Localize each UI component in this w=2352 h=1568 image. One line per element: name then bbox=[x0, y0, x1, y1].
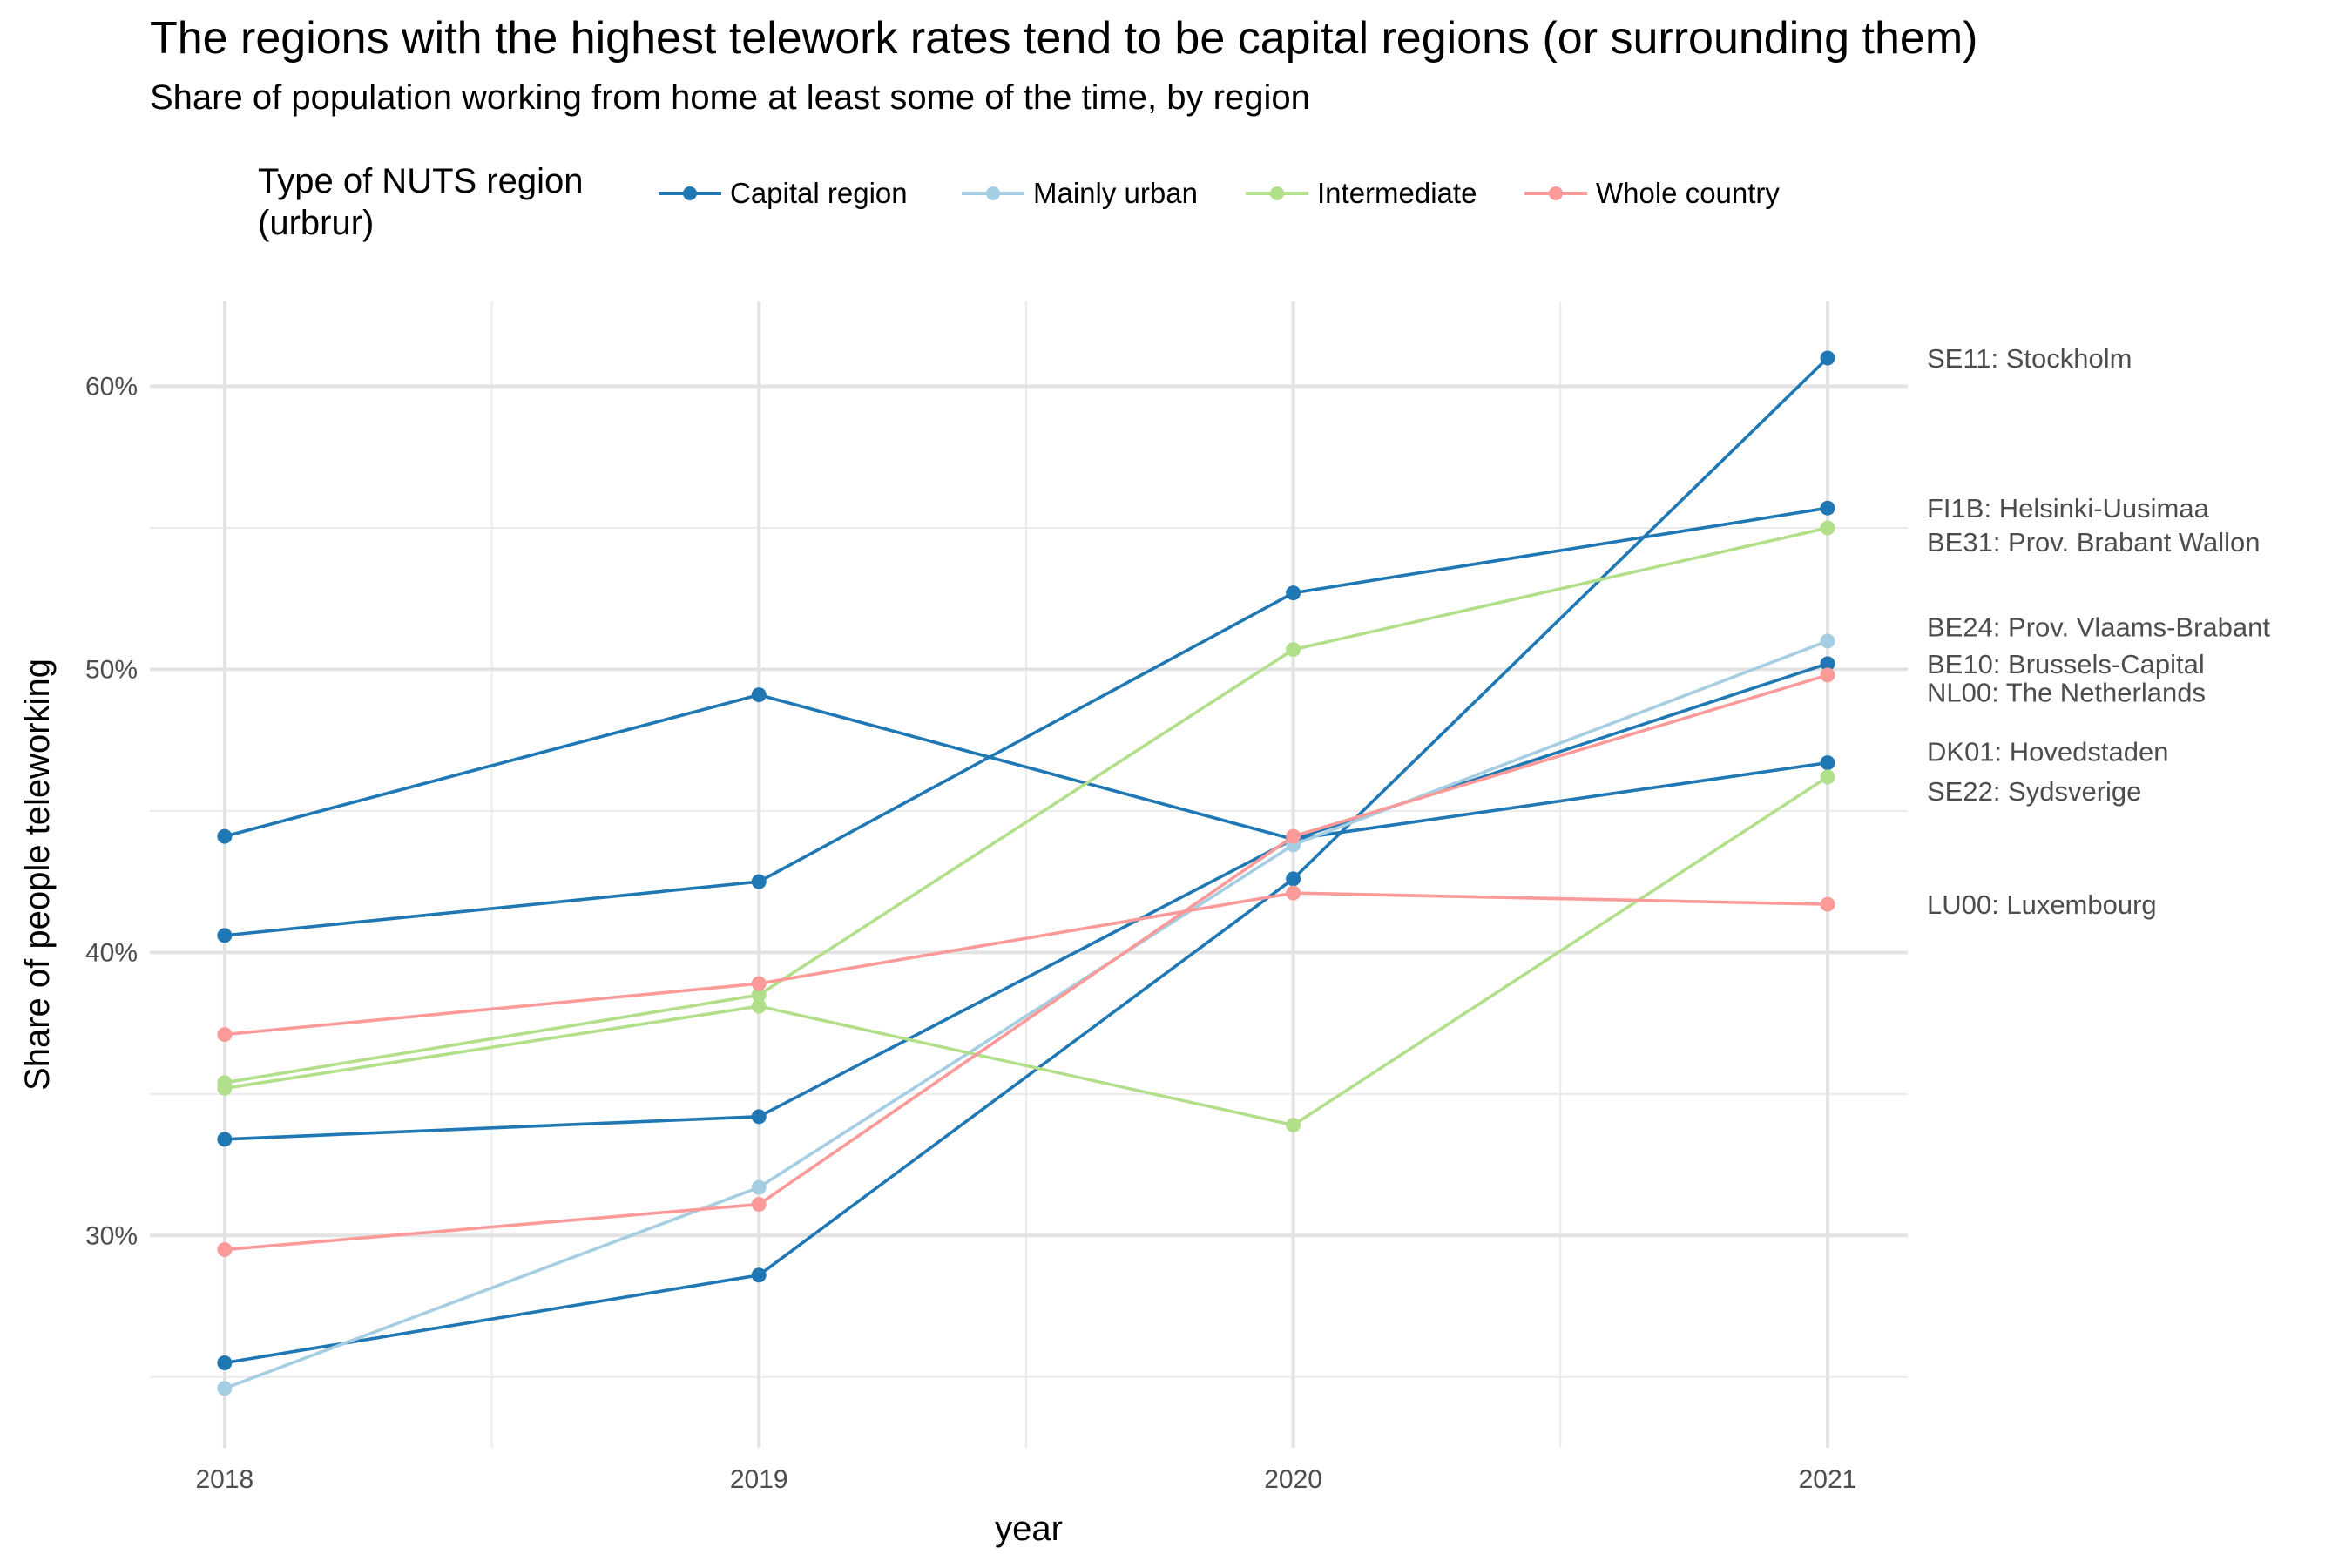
series-line bbox=[224, 506, 1828, 937]
chart-title: The regions with the highest telework ra… bbox=[150, 13, 1978, 64]
y-tick-label: 40% bbox=[85, 938, 138, 967]
legend-key bbox=[1246, 186, 1308, 200]
data-point bbox=[217, 1027, 233, 1043]
end-label: BE24: Prov. Vlaams-Brabant bbox=[1927, 612, 2270, 643]
series-line bbox=[224, 356, 1829, 1365]
series-line bbox=[224, 775, 1828, 1127]
series bbox=[217, 667, 1835, 1258]
data-point bbox=[751, 1197, 767, 1213]
data-point bbox=[1820, 896, 1835, 912]
data-point bbox=[751, 1267, 767, 1283]
x-axis-title: year bbox=[995, 1510, 1063, 1548]
data-point bbox=[1820, 350, 1835, 366]
data-point bbox=[1820, 769, 1835, 785]
x-tick-label: 2019 bbox=[730, 1465, 788, 1494]
end-label: BE10: Brussels-Capital bbox=[1927, 649, 2205, 679]
x-tick-label: 2018 bbox=[195, 1465, 253, 1494]
series bbox=[217, 769, 1835, 1133]
legend-label: Capital region bbox=[730, 177, 908, 209]
data-point bbox=[1820, 755, 1835, 771]
data-point bbox=[1286, 871, 1301, 887]
data-point bbox=[217, 1381, 233, 1396]
data-point bbox=[751, 687, 767, 703]
end-label: BE31: Prov. Brabant Wallon bbox=[1927, 527, 2261, 558]
series-line bbox=[224, 639, 1828, 1390]
end-label: DK01: Hovedstaden bbox=[1927, 737, 2168, 767]
series bbox=[217, 633, 1835, 1396]
series-line bbox=[224, 526, 1828, 1085]
data-point bbox=[751, 874, 767, 889]
legend-key bbox=[659, 186, 721, 200]
data-point bbox=[217, 1132, 233, 1147]
series bbox=[217, 350, 1835, 1371]
series-layer bbox=[217, 350, 1835, 1396]
end-label: LU00: Luxembourg bbox=[1927, 889, 2157, 920]
legend-label: Intermediate bbox=[1317, 177, 1477, 209]
end-label: FI1B: Helsinki-Uusimaa bbox=[1927, 493, 2210, 524]
data-point bbox=[1820, 667, 1835, 683]
legend-title-line: (urbrur) bbox=[258, 204, 375, 242]
chart-subtitle: Share of population working from home at… bbox=[150, 78, 1310, 117]
axes: 30% 40% 50% 60% 2018 2019 2020 2021 year Share of… bbox=[18, 372, 1856, 1548]
grid bbox=[150, 301, 1908, 1448]
data-point bbox=[751, 976, 767, 991]
y-axis-title: Share of people teleworking bbox=[18, 659, 57, 1091]
series-line bbox=[224, 662, 1828, 1141]
y-tick-label: 50% bbox=[85, 655, 138, 684]
series bbox=[217, 500, 1835, 943]
legend-label: Mainly urban bbox=[1033, 177, 1198, 209]
data-point bbox=[1820, 500, 1835, 516]
data-point bbox=[217, 928, 233, 943]
series-line bbox=[224, 891, 1828, 1037]
y-tick-label: 30% bbox=[85, 1221, 138, 1250]
legend-label: Whole country bbox=[1596, 177, 1780, 209]
end-label: NL00: The Netherlands bbox=[1927, 677, 2206, 707]
data-point bbox=[1286, 1118, 1301, 1133]
series-line bbox=[224, 693, 1828, 841]
data-point bbox=[217, 1355, 233, 1371]
legend-key bbox=[962, 186, 1024, 200]
end-label: SE22: Sydsverige bbox=[1927, 776, 2141, 807]
x-tick-label: 2020 bbox=[1264, 1465, 1322, 1494]
data-point bbox=[751, 998, 767, 1014]
end-label: SE11: Stockholm bbox=[1927, 343, 2132, 374]
data-point bbox=[1286, 885, 1301, 901]
data-point bbox=[1286, 828, 1301, 844]
data-point bbox=[217, 828, 233, 844]
data-point bbox=[751, 1179, 767, 1195]
data-point bbox=[217, 1080, 233, 1096]
data-point bbox=[1820, 656, 1835, 672]
y-tick-label: 60% bbox=[85, 372, 138, 401]
x-tick-label: 2021 bbox=[1799, 1465, 1857, 1494]
data-point bbox=[1820, 520, 1835, 536]
data-point bbox=[1286, 585, 1301, 601]
legend-title: Type of NUTS region (urbrur) bbox=[258, 160, 584, 244]
data-point bbox=[751, 1109, 767, 1125]
legend-title-line: Type of NUTS region bbox=[258, 162, 584, 200]
data-point bbox=[1820, 633, 1835, 649]
data-point bbox=[751, 987, 767, 1003]
series-line bbox=[224, 673, 1828, 1252]
legend-key bbox=[1524, 186, 1587, 200]
series bbox=[217, 885, 1835, 1043]
data-point bbox=[1286, 642, 1301, 658]
end-labels: SE11: Stockholm FI1B: Helsinki-UusimaaBE3… bbox=[1927, 343, 2270, 920]
data-point bbox=[217, 1242, 233, 1258]
